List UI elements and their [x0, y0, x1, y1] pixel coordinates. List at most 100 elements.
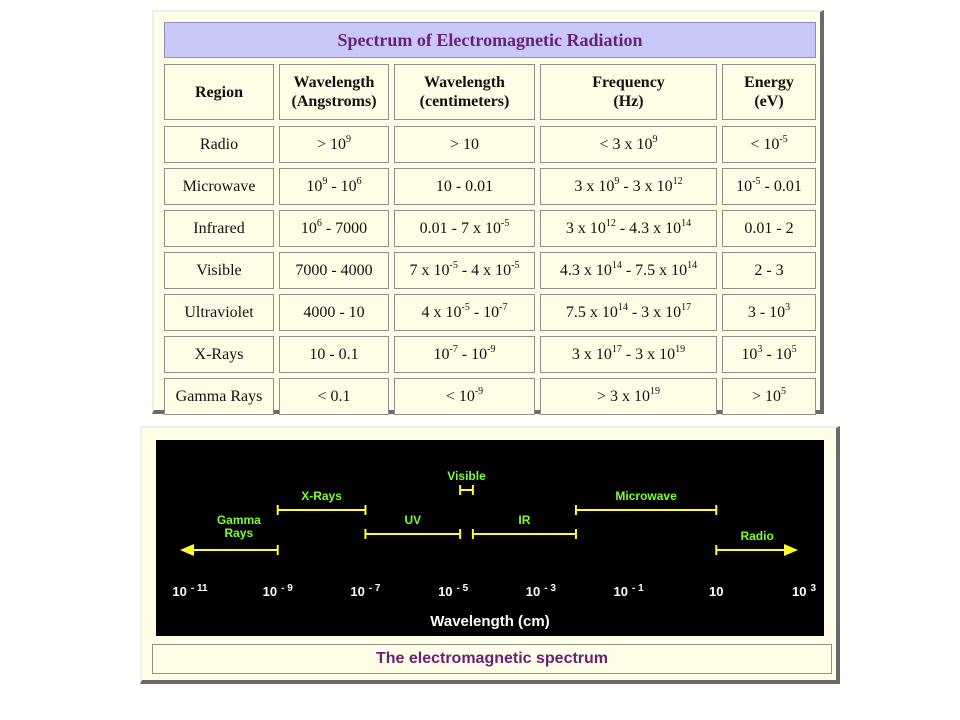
- cell-value: > 10: [449, 136, 480, 153]
- cell-value: 10-5 - 0.01: [736, 175, 802, 195]
- spectrum-panel: Gamma Rays X-Rays UV Visible IR Microwave Radio…: [140, 426, 840, 684]
- cell-value: 3 - 103: [747, 301, 791, 321]
- cell-value: 10-7 - 10-9: [433, 343, 496, 363]
- cell-energy: 3 - 103: [722, 294, 816, 331]
- band-ir-label: IR: [518, 513, 530, 527]
- cell-value: 0.01 - 7 x 10-5: [419, 217, 510, 237]
- header-wavelength-cm: Wavelength (centimeters): [394, 64, 535, 120]
- header-line: Energy: [744, 74, 794, 91]
- tick-base: 10: [263, 584, 277, 599]
- cell-frequency: 3 x 109 - 3 x 1012: [540, 168, 717, 205]
- cell-wavelength-angstroms: 4000 - 10: [279, 294, 389, 331]
- tick-base: 10: [438, 584, 452, 599]
- cell-value: Visible: [196, 262, 242, 279]
- cell-wavelength-angstroms: 106 - 7000: [279, 210, 389, 247]
- band-uv-label: UV: [404, 513, 421, 527]
- cell-frequency: 3 x 1017 - 3 x 1019: [540, 336, 717, 373]
- header-frequency: Frequency (Hz): [540, 64, 717, 120]
- cell-value: Gamma Rays: [175, 388, 263, 405]
- cell-value: Radio: [199, 136, 239, 153]
- cell-value: 7 x 10-5 - 4 x 10-5: [409, 259, 520, 279]
- cell-value: > 3 x 1019: [596, 385, 661, 405]
- tick-base: 10: [526, 584, 540, 599]
- cell-region: Gamma Rays: [164, 378, 274, 415]
- cell-wavelength-cm: 7 x 10-5 - 4 x 10-5: [394, 252, 535, 289]
- cell-region: X-Rays: [164, 336, 274, 373]
- table-title: Spectrum of Electromagnetic Radiation: [164, 22, 816, 58]
- cell-value: 3 x 1017 - 3 x 1019: [571, 343, 686, 363]
- cell-energy: 0.01 - 2: [722, 210, 816, 247]
- axis-tick-label: 10: [709, 584, 723, 599]
- cell-value: 2 - 3: [754, 262, 784, 279]
- cell-value: 0.01 - 2: [744, 220, 794, 237]
- cell-value: < 0.1: [317, 388, 351, 405]
- cell-wavelength-cm: > 10: [394, 126, 535, 163]
- tick-base: 10: [614, 584, 628, 599]
- cell-value: Microwave: [182, 178, 256, 195]
- band-radio-arrow: [784, 544, 798, 556]
- cell-wavelength-angstroms: 7000 - 4000: [279, 252, 389, 289]
- cell-region: Radio: [164, 126, 274, 163]
- cell-wavelength-cm: 4 x 10-5 - 10-7: [394, 294, 535, 331]
- cell-region: Infrared: [164, 210, 274, 247]
- cell-wavelength-cm: 10 - 0.01: [394, 168, 535, 205]
- tick-exponent: - 11: [191, 583, 208, 594]
- cell-value: 4000 - 10: [303, 304, 365, 321]
- cell-region: Microwave: [164, 168, 274, 205]
- cell-frequency: 3 x 1012 - 4.3 x 1014: [540, 210, 717, 247]
- radiation-table-panel: Spectrum of Electromagnetic Radiation Re…: [152, 10, 824, 415]
- cell-value: 7.5 x 1014 - 3 x 1017: [565, 301, 692, 321]
- band-visible-label: Visible: [447, 469, 486, 483]
- cell-wavelength-angstroms: < 0.1: [279, 378, 389, 415]
- cell-value: > 105: [751, 385, 787, 405]
- header-region: Region: [164, 64, 274, 120]
- cell-frequency: < 3 x 109: [540, 126, 717, 163]
- axis-tick-label: 10 - 7: [350, 583, 381, 599]
- band-gamma-label: Gamma: [217, 513, 261, 527]
- cell-wavelength-angstroms: 10 - 0.1: [279, 336, 389, 373]
- header-line: Region: [195, 83, 243, 101]
- cell-wavelength-angstroms: 109 - 106: [279, 168, 389, 205]
- cell-wavelength-cm: 10-7 - 10-9: [394, 336, 535, 373]
- cell-value: Infrared: [193, 220, 245, 237]
- cell-frequency: > 3 x 1019: [540, 378, 717, 415]
- cell-frequency: 4.3 x 1014 - 7.5 x 1014: [540, 252, 717, 289]
- cell-energy: > 105: [722, 378, 816, 415]
- cell-value: 10 - 0.1: [309, 346, 359, 363]
- cell-wavelength-cm: 0.01 - 7 x 10-5: [394, 210, 535, 247]
- tick-base: 10: [350, 584, 364, 599]
- cell-value: 3 x 1012 - 4.3 x 1014: [565, 217, 692, 237]
- tick-base: 10: [172, 584, 186, 599]
- cell-value: 4 x 10-5 - 10-7: [421, 301, 508, 321]
- cell-value: > 109: [316, 133, 352, 153]
- axis-label: Wavelength (cm): [430, 613, 549, 630]
- header-line: (Angstroms): [291, 93, 377, 110]
- axis-tick-label: 10 - 5: [438, 583, 469, 599]
- cell-value: < 10-9: [445, 385, 484, 405]
- spectrum-caption: The electromagnetic spectrum: [152, 644, 832, 674]
- cell-energy: 103 - 105: [722, 336, 816, 373]
- cell-value: Ultraviolet: [184, 304, 254, 321]
- tick-exponent: - 9: [281, 583, 293, 594]
- tick-base: 10: [792, 584, 806, 599]
- tick-base: 10: [709, 584, 723, 599]
- axis-tick-label: 10 - 11: [172, 583, 208, 599]
- axis-tick-label: 10 - 1: [614, 583, 645, 599]
- cell-value: X-Rays: [194, 346, 244, 363]
- cell-region: Visible: [164, 252, 274, 289]
- cell-wavelength-angstroms: > 109: [279, 126, 389, 163]
- tick-exponent: 3: [810, 583, 816, 594]
- cell-energy: < 10-5: [722, 126, 816, 163]
- cell-value: 3 x 109 - 3 x 1012: [574, 175, 683, 195]
- cell-wavelength-cm: < 10-9: [394, 378, 535, 415]
- cell-value: 106 - 7000: [300, 217, 368, 237]
- cell-value: 109 - 106: [306, 175, 362, 195]
- cell-energy: 10-5 - 0.01: [722, 168, 816, 205]
- header-line: Wavelength: [424, 74, 505, 91]
- cell-value: 7000 - 4000: [295, 262, 373, 279]
- header-wavelength-angstroms: Wavelength (Angstroms): [279, 64, 389, 120]
- cell-energy: 2 - 3: [722, 252, 816, 289]
- cell-value: 10 - 0.01: [435, 178, 494, 195]
- header-line: Wavelength: [293, 74, 375, 91]
